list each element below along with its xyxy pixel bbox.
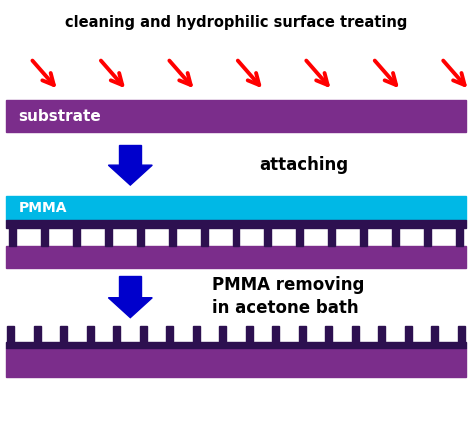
Bar <box>6 196 466 220</box>
Text: PMMA removing
in acetone bath: PMMA removing in acetone bath <box>212 276 365 317</box>
Bar <box>34 326 41 341</box>
Bar <box>405 326 412 341</box>
Bar <box>105 228 112 246</box>
Bar <box>6 348 466 377</box>
Bar <box>246 326 253 341</box>
Bar <box>201 228 208 246</box>
Bar <box>431 326 438 341</box>
Bar <box>166 326 173 341</box>
Bar <box>392 228 399 246</box>
Bar <box>6 220 466 228</box>
Bar <box>352 326 359 341</box>
Bar <box>6 100 466 132</box>
Bar <box>113 326 120 341</box>
Bar <box>424 228 431 246</box>
Bar <box>6 341 466 348</box>
Bar <box>137 228 144 246</box>
Text: attaching: attaching <box>260 156 349 174</box>
Bar <box>325 326 332 341</box>
Bar <box>328 228 335 246</box>
Text: substrate: substrate <box>18 109 101 124</box>
Polygon shape <box>109 298 152 318</box>
Bar <box>41 228 48 246</box>
Bar <box>264 228 271 246</box>
Bar <box>272 326 279 341</box>
Bar <box>60 326 67 341</box>
Bar <box>219 326 226 341</box>
Bar <box>379 326 385 341</box>
Bar <box>233 228 239 246</box>
Bar <box>299 326 306 341</box>
Bar <box>360 228 367 246</box>
Bar <box>6 246 466 268</box>
Bar <box>73 228 80 246</box>
Bar <box>140 326 147 341</box>
Bar <box>169 228 176 246</box>
Bar <box>9 228 16 246</box>
Bar <box>458 326 465 341</box>
Bar <box>193 326 200 341</box>
Bar <box>87 326 93 341</box>
Bar <box>7 326 14 341</box>
Bar <box>456 228 463 246</box>
Bar <box>119 276 141 298</box>
Text: cleaning and hydrophilic surface treating: cleaning and hydrophilic surface treatin… <box>65 15 407 30</box>
Polygon shape <box>109 165 152 185</box>
Bar <box>296 228 303 246</box>
Text: PMMA: PMMA <box>18 201 67 215</box>
Bar <box>119 145 141 165</box>
